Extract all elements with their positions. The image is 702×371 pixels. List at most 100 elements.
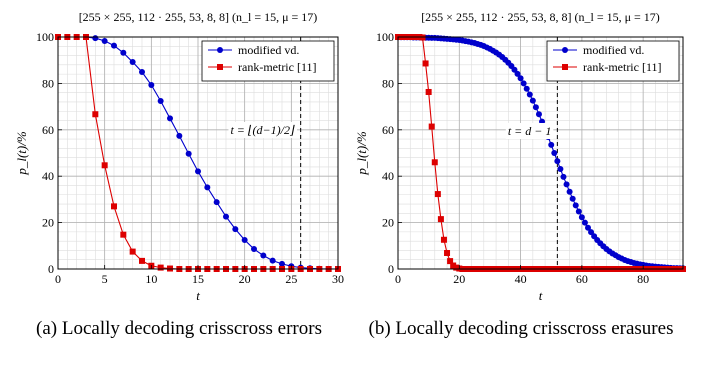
plot-frame [397,36,684,270]
y-tick-label: 80 [42,76,54,90]
legend-marker [217,47,223,53]
data-point [185,150,192,157]
data-point [517,75,524,82]
x-tick-label: 15 [192,272,204,286]
y-tick-label: 60 [42,123,54,137]
data-point [575,208,582,215]
data-point [526,91,533,98]
data-point [269,257,276,264]
data-point [431,159,438,166]
data-point [551,150,558,156]
data-point [557,166,564,173]
data-point [588,229,595,236]
caption-b-text: (b) Locally decoding crisscross erasures [368,318,674,339]
data-point [572,202,579,209]
x-axis-label: t [539,288,543,303]
x-tick-label: 5 [102,272,108,286]
x-tick-label: 25 [285,272,297,286]
x-tick-label: 10 [145,272,157,286]
x-tick-label: 40 [515,272,527,286]
data-point [204,184,211,191]
data-point [447,258,454,265]
data-point [532,104,539,111]
x-tick-label: 0 [55,272,61,286]
threshold-label-bg [228,122,297,138]
x-axis-label: t [196,288,200,303]
data-point [514,70,521,77]
x-tick-label: 30 [332,272,344,286]
data-point [195,168,201,175]
caption-b: (b) Locally decoding crisscross erasures [362,317,680,340]
data-point [148,82,155,89]
y-tick-label: 100 [376,30,394,44]
data-point [101,162,108,169]
data-point [554,158,561,165]
y-tick-label: 80 [382,76,394,90]
data-point [425,88,432,95]
data-point [101,37,108,44]
data-point [157,264,164,271]
data-point [92,35,99,42]
data-point [444,249,451,256]
data-point [520,80,527,87]
data-point [129,248,136,255]
y-axis-label: p_l(t)/% [354,131,369,175]
data-point [139,69,145,76]
legend: modified vd. rank-metric [11] [546,40,680,82]
data-point [111,203,117,210]
data-point [232,226,239,233]
data-point [120,49,127,56]
data-point [129,59,136,66]
legend-box [201,40,335,82]
data-point [529,97,536,104]
y-tick-label: 0 [48,262,54,276]
data-point [563,181,570,188]
chart-title: [255 × 255, 112 · 255, 53, 8, 8] (n_l = … [79,10,318,24]
y-tick-label: 40 [42,169,54,183]
caption-a-text: (a) Locally decoding crisscross errors [36,318,322,339]
y-axis-label: p_l(t)/% [14,131,29,175]
data-point [569,195,576,202]
threshold-label: t = ⌊(d−1)/2⌋ [230,123,295,137]
threshold-label: t = d − 1 [508,124,552,138]
data-point [241,237,248,243]
y-tick-label: 20 [382,216,394,230]
data-point [511,66,518,73]
caption-a: (a) Locally decoding crisscross errors [20,317,338,340]
data-point [157,98,164,105]
legend-item: modified vd. [208,43,299,57]
chart-title: [255 × 255, 112 · 255, 53, 8, 8] (n_l = … [421,10,660,24]
data-point [440,236,447,243]
data-point [523,85,530,92]
legend-label: modified vd. [238,43,299,57]
data-point [566,188,573,195]
data-point [581,219,588,226]
x-tick-label: 20 [453,272,465,286]
data-point [111,42,117,49]
series-line [85,36,339,270]
legend: modified vd. rank-metric [11] [201,40,335,82]
data-point [213,199,220,206]
y-tick-label: 100 [36,30,54,44]
data-point [167,115,173,122]
legend-marker [562,47,568,53]
data-point [92,111,99,118]
data-point [535,111,542,118]
data-point [223,213,229,220]
data-point [139,257,145,264]
legend-label: modified vd. [583,43,644,57]
legend-item: rank-metric [11] [208,60,317,74]
x-tick-label: 60 [576,272,588,286]
x-tick-label: 20 [239,272,251,286]
y-tick-label: 20 [42,216,54,230]
data-point [578,214,585,221]
data-point [548,141,555,148]
chart-panel-b: 0 20 40 60 80 0 20 40 60 80 100 t p_l(t)/% [255 × 255… [354,10,686,303]
data-point [453,264,460,271]
threshold-label-bg [505,123,554,139]
legend-marker [562,64,568,70]
data-point [422,60,429,67]
y-tick-label: 40 [382,169,394,183]
legend-marker [217,64,223,70]
